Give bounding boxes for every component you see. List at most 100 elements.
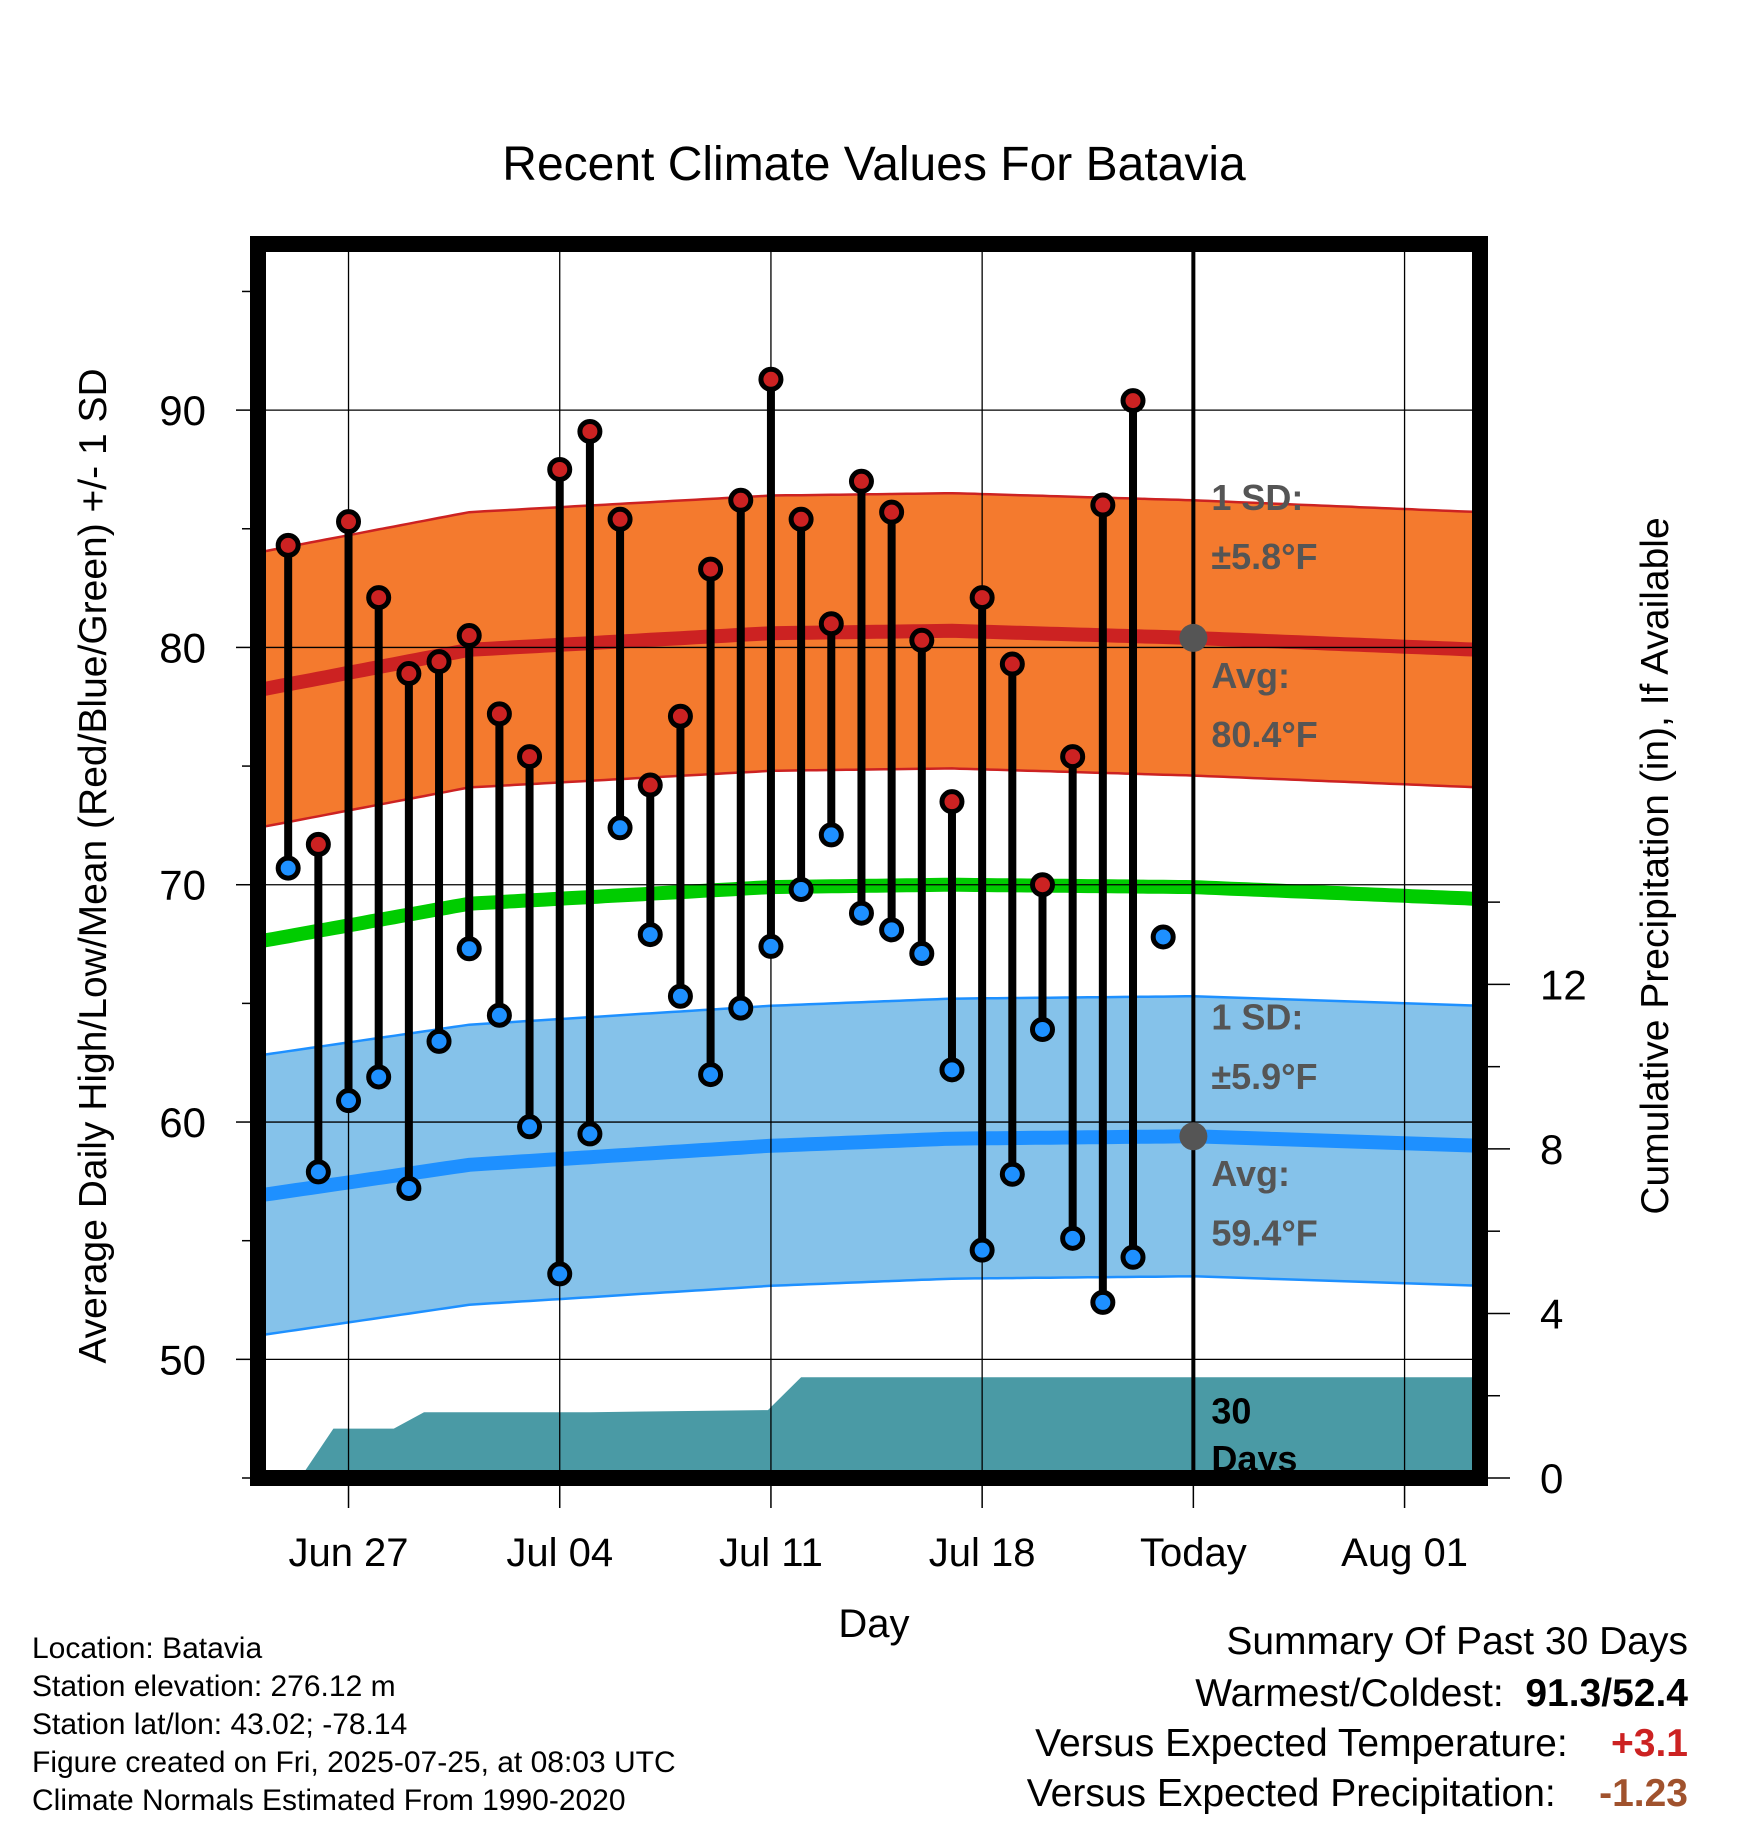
summary-precipitation: Versus Expected Precipitation: -1.23	[1027, 1772, 1688, 1816]
daily-low-point	[728, 995, 754, 1021]
daily-high-point	[818, 611, 844, 637]
chart-title: Recent Climate Values For Batavia	[502, 138, 1246, 191]
temp-label: Versus Expected Temperature:	[1035, 1722, 1568, 1765]
daily-low-point	[788, 876, 814, 902]
daily-high-point	[275, 532, 301, 558]
daily-high-point	[999, 651, 1025, 677]
daily-low-point	[698, 1062, 724, 1088]
latlon-info: Station lat/lon: 43.02; -78.14	[32, 1708, 408, 1741]
daily-high-point	[1120, 388, 1146, 414]
daily-low-point	[547, 1261, 573, 1287]
daily-low-point	[1029, 1016, 1055, 1042]
warm-cold-label: Warmest/Coldest:	[1195, 1672, 1504, 1715]
daily-high-point	[336, 509, 362, 535]
daily-high-point	[939, 789, 965, 815]
daily-low-point	[517, 1114, 543, 1140]
summary-title: Summary Of Past 30 Days	[1226, 1620, 1688, 1663]
daily-high-point	[547, 456, 573, 482]
precip-area	[300, 1377, 1480, 1478]
daily-high-point	[456, 623, 482, 649]
summary-temperature: Versus Expected Temperature: +3.1	[1035, 1722, 1688, 1766]
normal-high-line	[258, 623, 1480, 697]
low-avg-label: Avg:	[1211, 1153, 1290, 1194]
x-axis-label: Day	[838, 1602, 909, 1646]
daily-high-point	[486, 701, 512, 727]
high-sd-label: 1 SD:	[1211, 477, 1303, 518]
y-tick-label: 60	[159, 1099, 206, 1146]
y2-tick-label: 0	[1540, 1455, 1563, 1502]
y2-tick-label: 12	[1540, 961, 1587, 1008]
warm-cold-separator: /	[1601, 1672, 1613, 1715]
daily-low-point	[305, 1159, 331, 1185]
daily-high-point	[517, 744, 543, 770]
daily-low-point	[667, 983, 693, 1009]
daily-low-point	[1120, 1244, 1146, 1270]
x-tick-label: Jul 04	[506, 1531, 613, 1575]
daily-high-point	[758, 366, 784, 392]
daily-low-point	[637, 922, 663, 948]
elevation-info: Station elevation: 276.12 m	[32, 1670, 396, 1703]
daily-low-point	[848, 900, 874, 926]
y2-tick-label: 8	[1540, 1126, 1563, 1173]
daily-high-point	[607, 506, 633, 532]
daily-low-point	[939, 1057, 965, 1083]
plot-area: 1 SD: ±5.8°F Avg: 80.4°F 1 SD: ±5.9°F Avg: 59.4…	[159, 236, 1587, 1575]
y-tick-label: 70	[159, 862, 206, 909]
daily-high-point	[1060, 744, 1086, 770]
low-sd-label: 1 SD:	[1211, 996, 1303, 1037]
daily-high-point	[879, 499, 905, 525]
y-tick-label: 80	[159, 624, 206, 671]
low-sd-value: ±5.9°F	[1211, 1056, 1317, 1097]
summary-warm-cold: Warmest/Coldest: 91.3/52.4	[1195, 1672, 1688, 1716]
daily-high-point	[698, 556, 724, 582]
coldest-value: 52.4	[1612, 1672, 1688, 1715]
x-tick-label: Jun 27	[288, 1531, 408, 1575]
daily-high-point	[305, 831, 331, 857]
precip-value: -1.23	[1599, 1772, 1688, 1815]
daily-high-point	[366, 585, 392, 611]
daily-low-point	[758, 933, 784, 959]
daily-low-point	[456, 936, 482, 962]
daily-low-point	[999, 1161, 1025, 1187]
daily-high-point	[396, 661, 422, 687]
temp-value: +3.1	[1611, 1722, 1688, 1765]
daily-high-point	[728, 487, 754, 513]
y-tick-label: 90	[159, 387, 206, 434]
daily-high-point	[848, 468, 874, 494]
high-avg-value: 80.4°F	[1211, 714, 1317, 755]
daily-low-point	[818, 822, 844, 848]
daily-low-point	[426, 1028, 452, 1054]
days-label-top: 30	[1211, 1390, 1251, 1431]
x-tick-label: Aug 01	[1341, 1531, 1468, 1575]
x-tick-label: Today	[1140, 1531, 1247, 1575]
x-tick-label: Jul 11	[719, 1531, 823, 1575]
daily-low-point	[909, 941, 935, 967]
normal-low-line	[258, 1129, 1480, 1203]
today-low-avg-point	[1179, 1122, 1208, 1151]
daily-low-point	[1090, 1289, 1116, 1315]
y2-axis-label: Cumulative Precipitation (in), If Availa…	[1634, 517, 1677, 1214]
plot-inner: 1 SD: ±5.8°F Avg: 80.4°F 1 SD: ±5.9°F Avg: 59.4…	[258, 244, 1480, 1478]
x-tick-label: Jul 18	[929, 1531, 1036, 1575]
warmest-value: 91.3	[1525, 1672, 1602, 1715]
y-axis-label: Average Daily High/Low/Mean (Red/Blue/Gr…	[72, 368, 115, 1363]
today-high-avg-point	[1179, 623, 1208, 652]
high-sd-value: ±5.8°F	[1211, 536, 1317, 577]
daily-low-point	[486, 1002, 512, 1028]
precip-label: Versus Expected Precipitation:	[1026, 1772, 1556, 1815]
daily-low-point	[607, 815, 633, 841]
daily-high-point	[667, 703, 693, 729]
normals-info: Climate Normals Estimated From 1990-2020	[32, 1784, 626, 1817]
high-avg-label: Avg:	[1211, 655, 1290, 696]
normal-mean-line	[258, 877, 1480, 949]
daily-high-point	[577, 418, 603, 444]
daily-low-point	[1150, 924, 1176, 950]
daily-high-point	[637, 772, 663, 798]
daily-low-point	[879, 917, 905, 943]
daily-low-point	[396, 1175, 422, 1201]
daily-high-point	[1090, 492, 1116, 518]
daily-high-point	[969, 585, 995, 611]
created-info: Figure created on Fri, 2025-07-25, at 08…	[32, 1746, 676, 1779]
daily-low-point	[969, 1237, 995, 1263]
